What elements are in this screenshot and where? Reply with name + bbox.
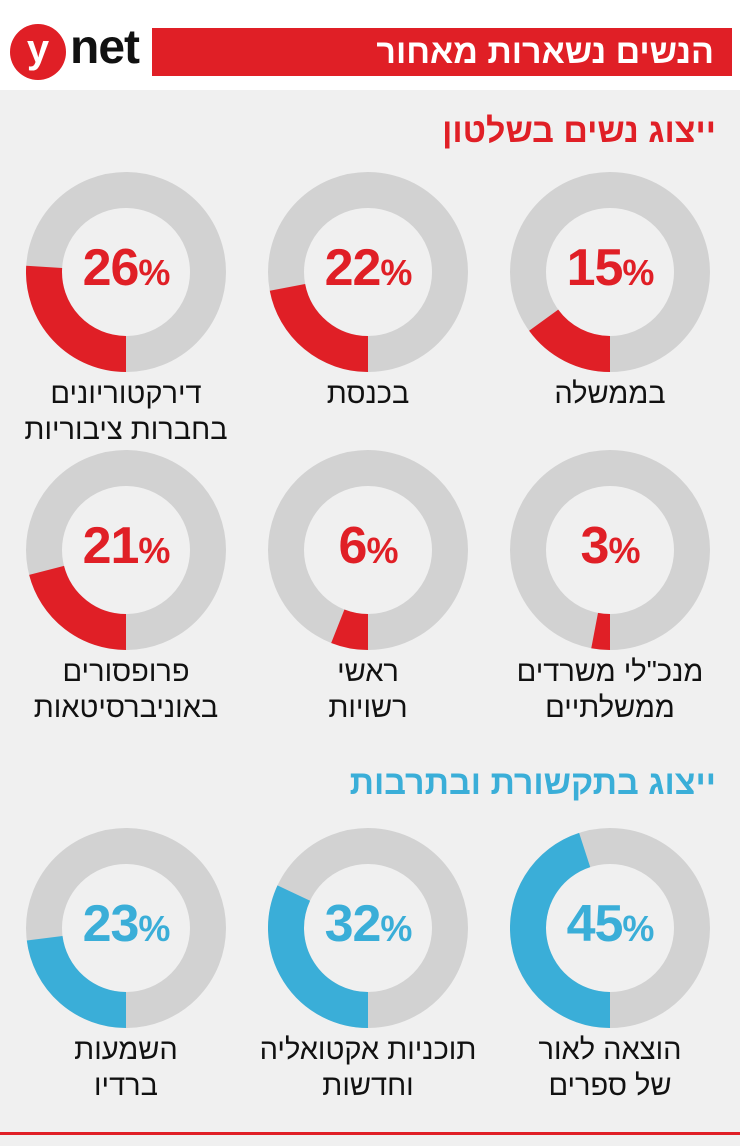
category-label: תוכניות אקטואליה וחדשות: [238, 1032, 498, 1104]
category-label: הוצאה לאור של ספרים: [480, 1032, 740, 1104]
category-label-line: פרופסורים: [62, 656, 190, 688]
category-label-line: של ספרים: [548, 1070, 672, 1102]
donut-chart: [268, 828, 468, 1028]
logo-badge: y: [10, 24, 66, 80]
header: y net הנשים נשארות מאחור: [0, 0, 740, 90]
donut-value-arc: [331, 609, 369, 650]
percent-sign: %: [138, 530, 170, 571]
logo-text: net: [70, 21, 140, 74]
category-label: דירקטוריונים בחברות ציבוריות: [0, 376, 256, 448]
donut-value-arc: [29, 565, 127, 650]
donut-value-arc: [529, 309, 611, 372]
percent-label: 22%: [268, 238, 468, 298]
percent-value: 45: [566, 895, 624, 953]
category-label-line: דירקטוריונים: [50, 378, 202, 410]
donut-chart: [510, 828, 710, 1028]
category-label-line: השמעות: [74, 1034, 178, 1066]
percent-sign: %: [608, 530, 640, 571]
category-label-line: הוצאה לאור: [538, 1034, 682, 1066]
percent-sign: %: [138, 908, 170, 949]
percent-value: 6: [338, 517, 368, 575]
category-label: בכנסת: [238, 376, 498, 412]
section-title-government: ייצוג נשים בשלטון: [442, 112, 716, 150]
percent-label: 21%: [26, 516, 226, 576]
donut-value-arc: [591, 612, 611, 650]
donut-chart: [26, 450, 226, 650]
percent-sign: %: [622, 252, 654, 293]
category-label-line: וחדשות: [322, 1070, 414, 1102]
category-label-line: תוכניות אקטואליה: [259, 1034, 477, 1066]
section-title-media: ייצוג בתקשורת ובתרבות: [349, 764, 716, 802]
percent-value: 26: [82, 239, 140, 297]
percent-sign: %: [380, 252, 412, 293]
percent-value: 21: [82, 517, 140, 575]
percent-sign: %: [366, 530, 398, 571]
category-label-line: בחברות ציבוריות: [24, 414, 228, 446]
percent-label: 6%: [268, 516, 468, 576]
category-label-line: רשויות: [328, 692, 408, 724]
category-label: בממשלה: [480, 376, 740, 412]
donut-chart: [268, 172, 468, 372]
category-label: השמעות ברדיו: [0, 1032, 256, 1104]
page-title: הנשים נשארות מאחור: [152, 28, 732, 76]
percent-sign: %: [622, 908, 654, 949]
percent-label: 3%: [510, 516, 710, 576]
donut-value-arc: [510, 832, 611, 1028]
percent-sign: %: [138, 252, 170, 293]
donut-chart: [510, 172, 710, 372]
category-label: ראשי רשויות: [238, 654, 498, 726]
percent-label: 15%: [510, 238, 710, 298]
percent-label: 26%: [26, 238, 226, 298]
category-label-line: בממשלה: [554, 378, 666, 410]
percent-label: 23%: [26, 894, 226, 954]
percent-value: 3: [580, 517, 610, 575]
percent-value: 23: [82, 895, 140, 953]
category-label-line: ברדיו: [94, 1070, 158, 1102]
donut-chart: [26, 828, 226, 1028]
category-label-line: באוניברסיטאות: [33, 692, 219, 724]
donut-chart: [268, 450, 468, 650]
bottom-rule: [0, 1132, 740, 1135]
percent-value: 22: [324, 239, 382, 297]
donut-chart: [26, 172, 226, 372]
category-label: מנכ"לי משרדים ממשלתיים: [480, 654, 740, 726]
donut-value-arc: [268, 885, 369, 1028]
category-label-line: מנכ"לי משרדים: [516, 656, 704, 688]
category-label-line: ראשי: [337, 656, 399, 688]
donut-value-arc: [26, 935, 127, 1028]
donut-value-arc: [269, 283, 369, 372]
category-label-line: ממשלתיים: [545, 692, 675, 724]
category-label: פרופסורים באוניברסיטאות: [0, 654, 256, 726]
donut-value-arc: [26, 265, 127, 372]
percent-value: 15: [566, 239, 624, 297]
ynet-logo[interactable]: y net: [10, 21, 146, 80]
percent-label: 45%: [510, 894, 710, 954]
percent-sign: %: [380, 908, 412, 949]
donut-chart: [510, 450, 710, 650]
category-label-line: בכנסת: [326, 378, 410, 410]
percent-label: 32%: [268, 894, 468, 954]
percent-value: 32: [324, 895, 382, 953]
